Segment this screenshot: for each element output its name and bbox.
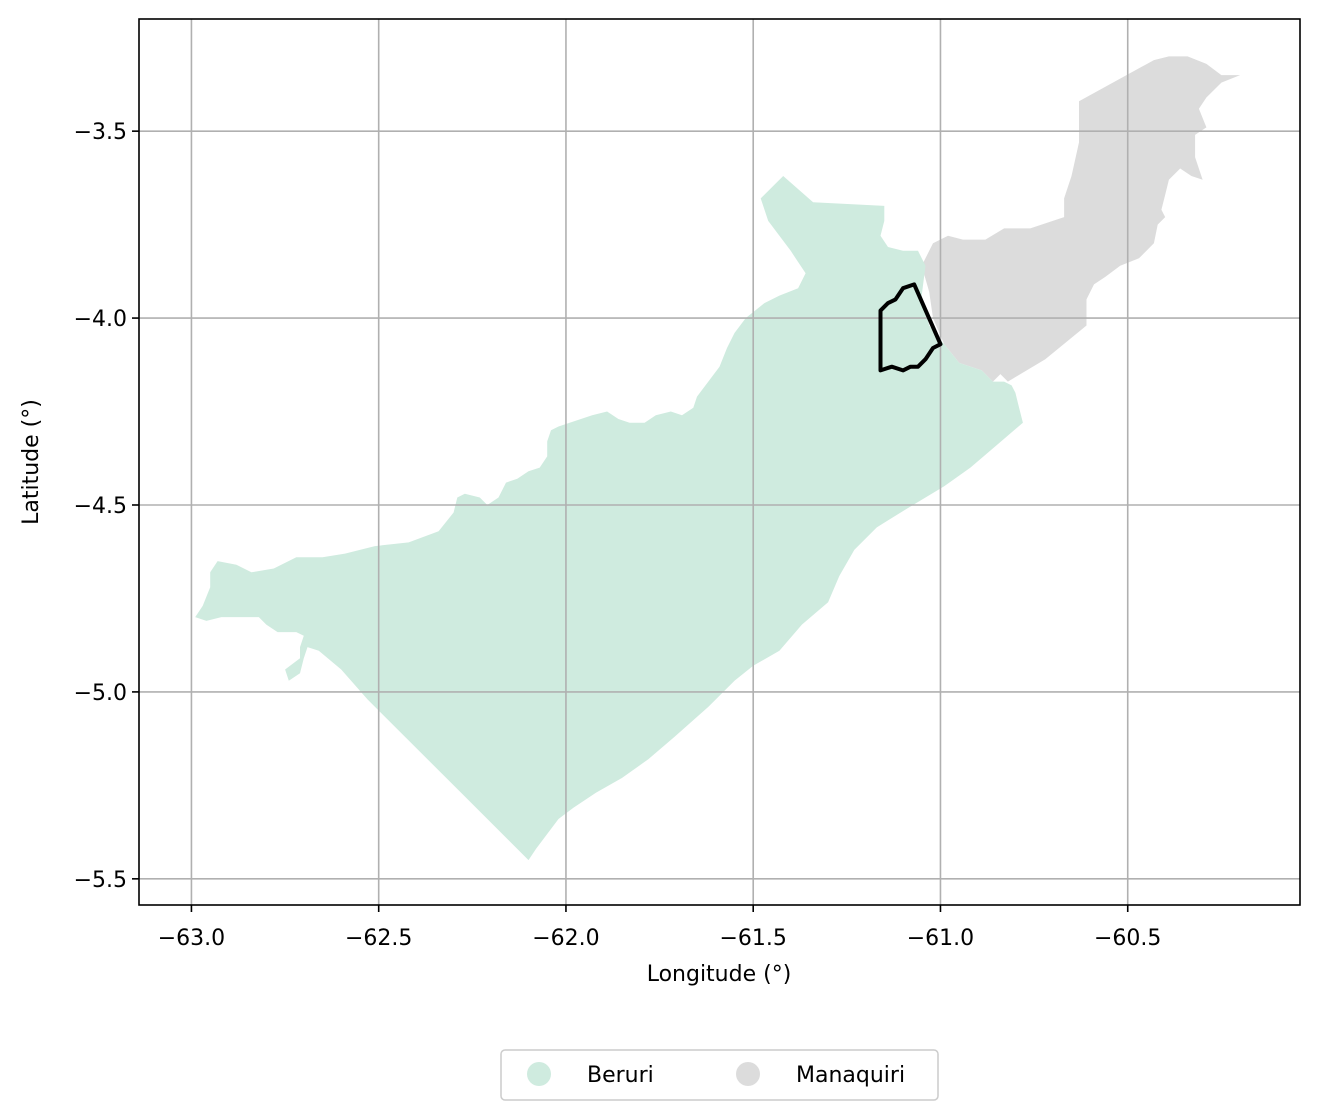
x-axis-ticks: −63.0 −62.5 −62.0 −61.5 −61.0 −60.5 — [158, 905, 1161, 951]
highlight-outline — [878, 282, 943, 373]
legend-swatch-manaquiri — [736, 1062, 760, 1086]
y-axis-ticks: −5.5 −5.0 −4.5 −4.0 −3.5 — [74, 120, 139, 893]
plot-frame — [138, 18, 1301, 906]
regions-layer — [195, 56, 1241, 861]
y-tick-label: −5.0 — [74, 681, 127, 706]
legend-swatch-beruri — [527, 1062, 551, 1086]
y-axis-title: Latitude (°) — [19, 399, 44, 525]
y-tick-label: −3.5 — [74, 120, 127, 145]
legend-frame — [500, 1049, 939, 1101]
x-tick-label: −61.0 — [907, 926, 974, 951]
x-axis-title: Longitude (°) — [647, 962, 792, 987]
x-tick-label: −62.5 — [345, 926, 412, 951]
x-tick-label: −62.0 — [532, 926, 599, 951]
region-manaquiri — [921, 56, 1241, 382]
y-tick-label: −4.0 — [74, 307, 127, 332]
highlight-layer — [878, 282, 943, 373]
legend-label-manaquiri: Manaquiri — [796, 1063, 905, 1088]
x-tick-label: −60.5 — [1094, 926, 1161, 951]
x-tick-label: −63.0 — [158, 926, 225, 951]
grid-layer — [139, 19, 1300, 905]
y-tick-label: −5.5 — [74, 868, 127, 893]
x-tick-label: −61.5 — [719, 926, 786, 951]
legend: Beruri Manaquiri — [500, 1049, 939, 1101]
y-tick-label: −4.5 — [74, 494, 127, 519]
legend-label-beruri: Beruri — [587, 1063, 654, 1088]
region-beruri — [195, 176, 1023, 861]
